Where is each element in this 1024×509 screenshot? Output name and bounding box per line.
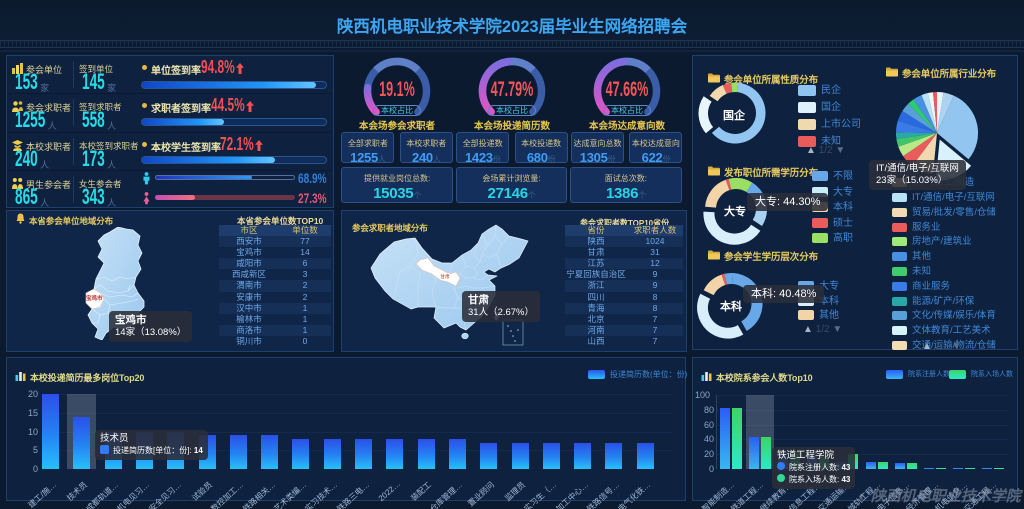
svg-text:宝鸡市: 宝鸡市 bbox=[86, 294, 103, 302]
svg-text:甘肃: 甘肃 bbox=[441, 273, 450, 280]
